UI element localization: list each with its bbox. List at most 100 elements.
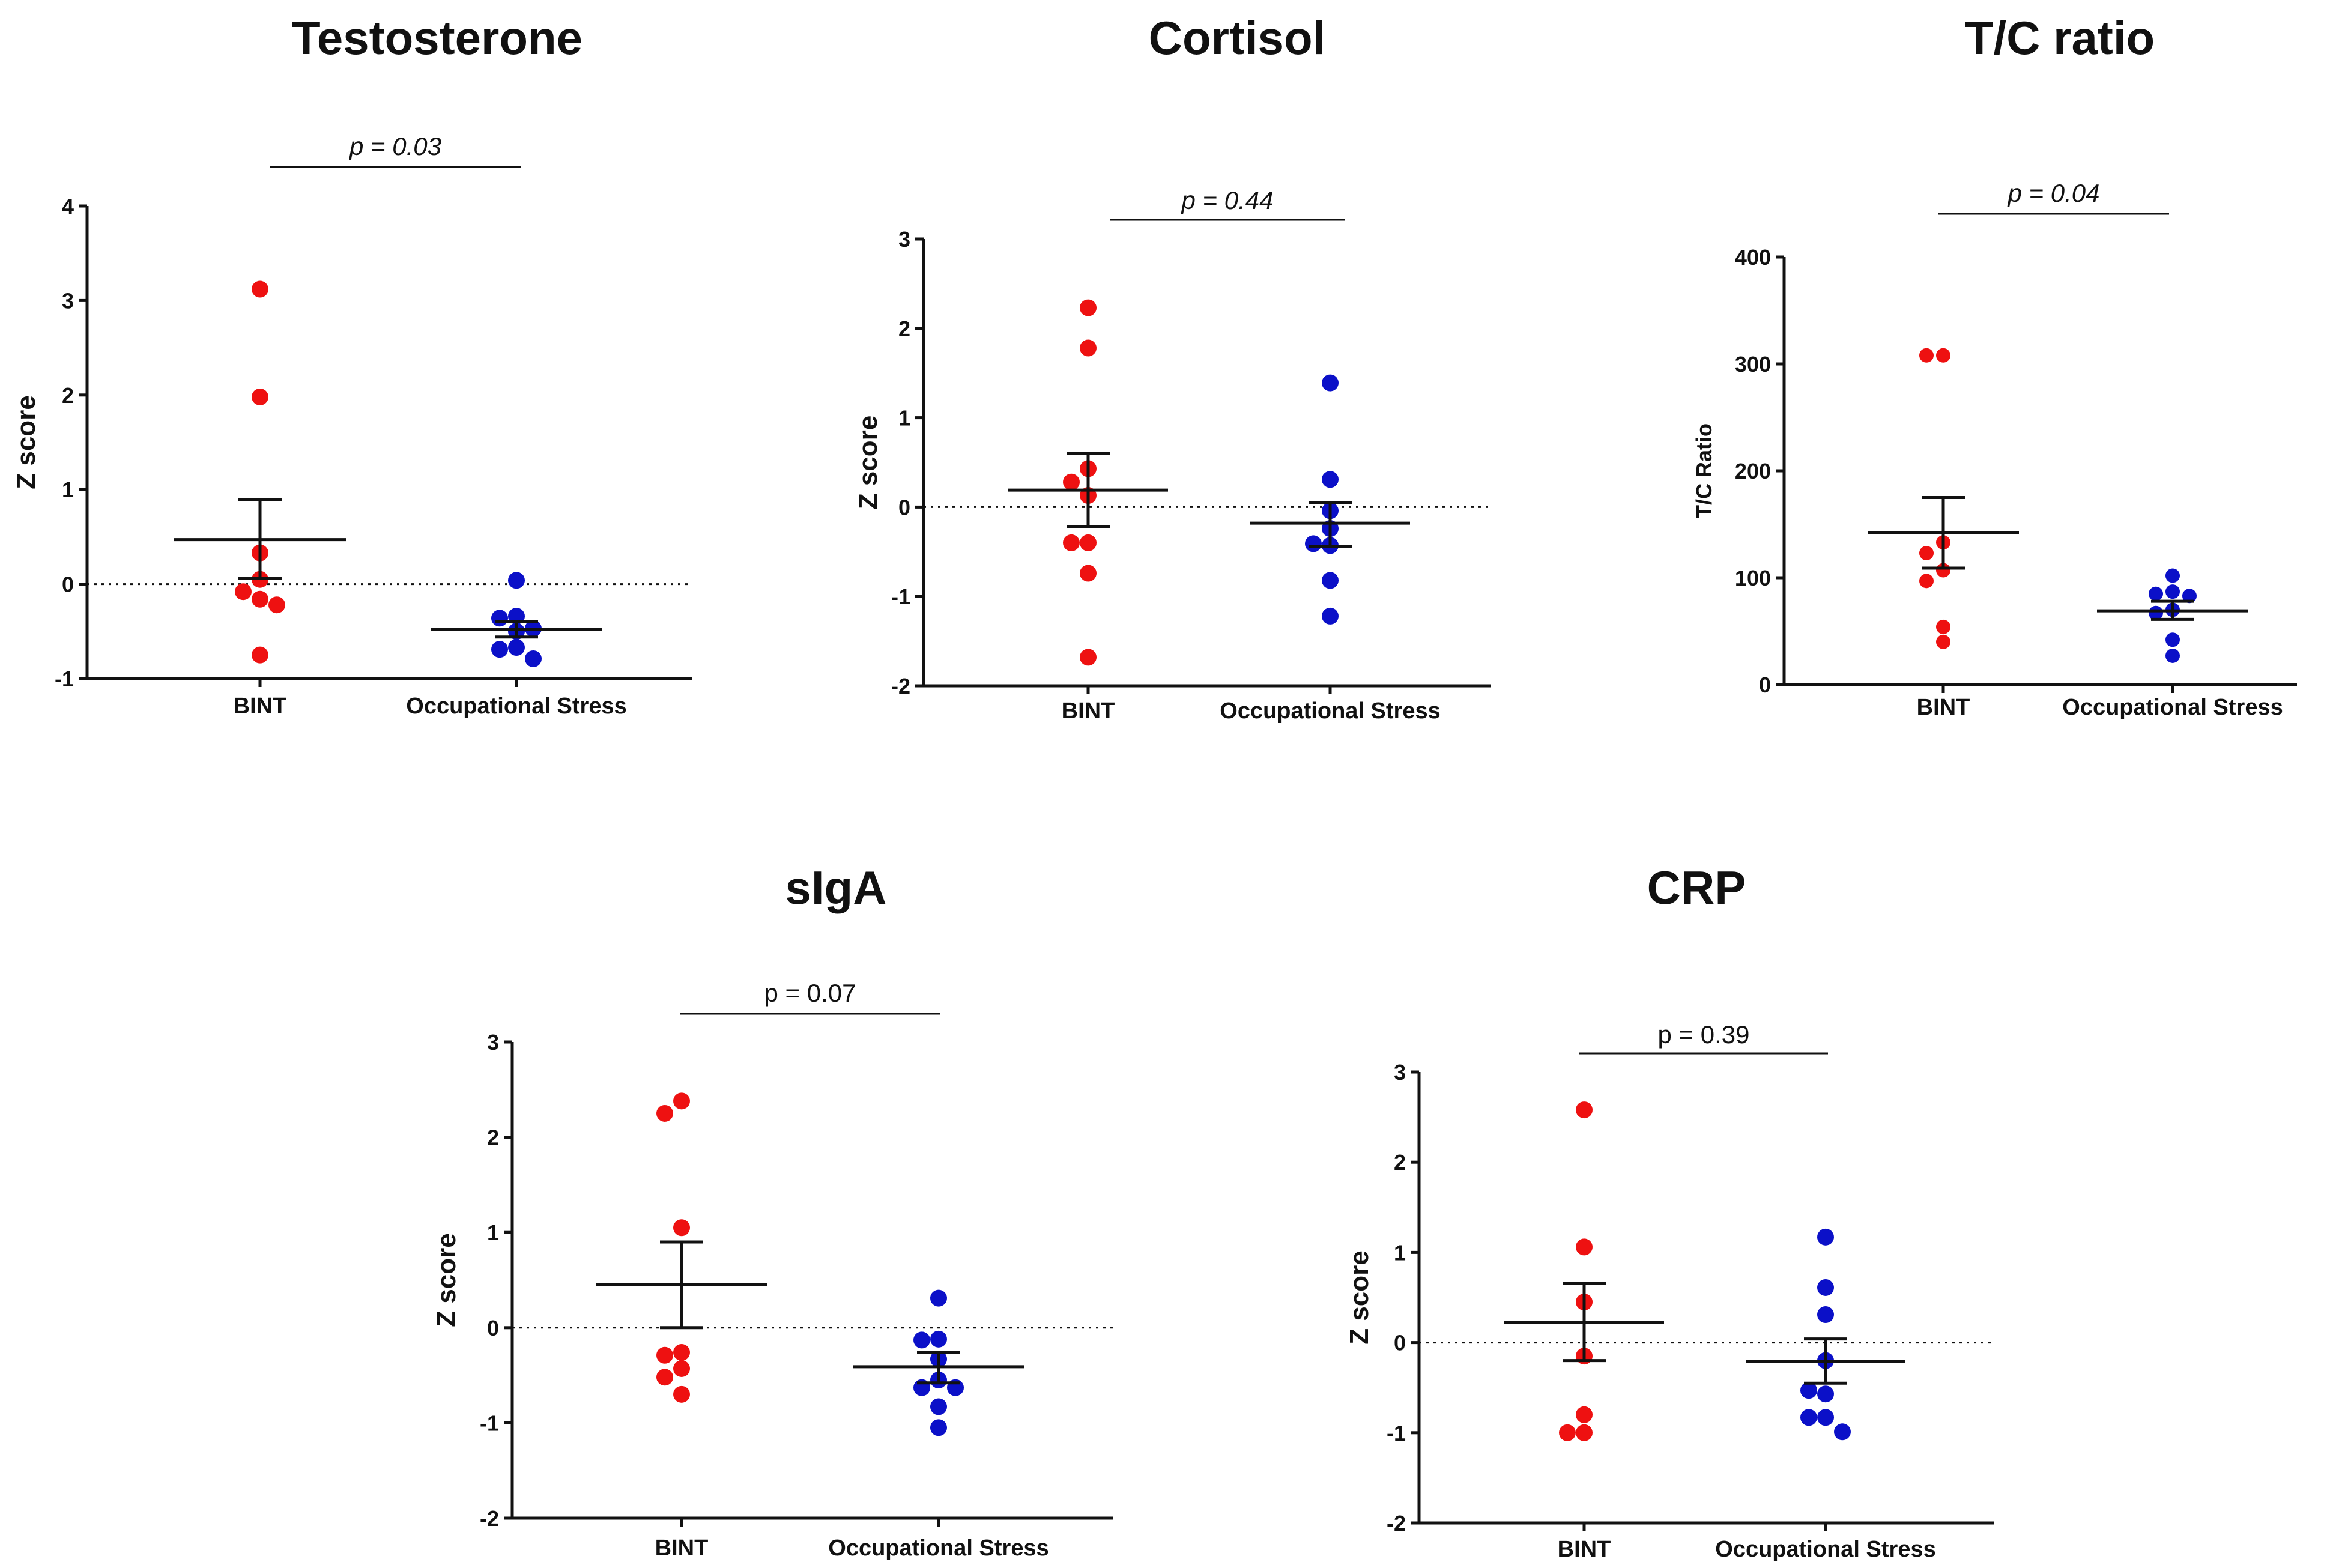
data-point — [1817, 1409, 1834, 1426]
y-tick-label: 1 — [487, 1220, 499, 1245]
chart-tc-ratio: T/C ratio p = 0.04 400 300 200 100 0 T/C Ratio B… — [1692, 11, 2297, 720]
chart-title: T/C ratio — [1965, 11, 2155, 64]
data-point — [1936, 634, 1950, 649]
data-point — [1322, 471, 1339, 488]
series-bint — [596, 1092, 767, 1403]
x-category-label: BINT — [1917, 695, 1970, 720]
y-tick-label: 2 — [1394, 1150, 1406, 1175]
y-tick-label: -1 — [55, 667, 74, 691]
y-tick-label: -1 — [480, 1411, 499, 1435]
data-point — [1305, 535, 1322, 552]
series-bint — [174, 280, 346, 664]
y-tick-label: -1 — [891, 584, 910, 609]
data-point — [930, 1419, 947, 1436]
data-point — [1576, 1424, 1593, 1441]
data-point — [268, 596, 285, 614]
y-tick-label: 2 — [898, 316, 910, 341]
y-tick-label: 2 — [487, 1125, 499, 1150]
y-tick-label: 400 — [1735, 245, 1771, 270]
x-category-label: Occupational Stress — [2062, 695, 2283, 720]
data-point — [491, 641, 508, 658]
data-point — [1080, 565, 1097, 582]
chart-title: Testosterone — [292, 11, 582, 64]
data-point — [1817, 1279, 1834, 1296]
data-point — [913, 1331, 930, 1349]
x-category-label: Occupational Stress — [828, 1536, 1048, 1561]
x-category-label: Occupational Stress — [1715, 1537, 1935, 1562]
data-point — [2165, 584, 2180, 599]
data-point — [1322, 607, 1339, 625]
data-point — [656, 1369, 673, 1386]
chart-title: CRP — [1647, 861, 1746, 914]
y-tick-label: 0 — [487, 1316, 499, 1340]
y-axis-label: Z score — [853, 416, 883, 510]
data-point — [1817, 1228, 1834, 1246]
data-point — [252, 646, 268, 664]
data-point — [1936, 348, 1950, 363]
y-axis-label: Z score — [432, 1233, 461, 1327]
series-occupational-stress — [1250, 374, 1410, 625]
data-point — [252, 388, 268, 405]
p-value-label: p = 0.44 — [1181, 186, 1274, 214]
y-tick-label: 0 — [898, 495, 910, 519]
y-tick-label: -2 — [891, 674, 910, 698]
data-point — [2165, 632, 2180, 647]
data-point — [1322, 572, 1339, 589]
series-bint — [1868, 348, 2019, 649]
data-point — [525, 650, 542, 667]
chart-cortisol: Cortisol p = 0.44 3 2 1 0 -1 -2 Z score BINT Occup… — [853, 11, 1491, 724]
chart-title: Cortisol — [1149, 11, 1326, 64]
chart-siga: sIgA p = 0.07 3 2 1 0 -1 -2 Z score BINT Occupatio… — [432, 861, 1113, 1561]
y-tick-label: 3 — [1394, 1060, 1406, 1085]
y-tick-label: 2 — [62, 383, 74, 408]
data-point — [1936, 619, 1950, 634]
data-point — [2165, 648, 2180, 663]
y-tick-label: 200 — [1735, 459, 1771, 483]
data-point — [1919, 574, 1934, 589]
y-tick-label: 1 — [1394, 1240, 1406, 1265]
data-point — [1080, 534, 1097, 551]
y-axis-label: T/C Ratio — [1692, 423, 1716, 518]
data-point — [1919, 348, 1934, 363]
y-tick-label: 0 — [62, 572, 74, 597]
data-point — [930, 1289, 947, 1307]
y-tick-label: 300 — [1735, 352, 1771, 377]
y-tick-label: 3 — [898, 227, 910, 252]
series-bint — [1008, 299, 1168, 666]
data-point — [673, 1385, 690, 1403]
data-point — [491, 610, 508, 627]
chart-testosterone: Testosterone p = 0.03 4 3 2 1 0 -1 Z score BINT Oc… — [11, 11, 692, 719]
y-axis-label: Z score — [11, 395, 41, 489]
y-tick-label: 1 — [898, 406, 910, 431]
y-tick-label: 0 — [1394, 1331, 1406, 1355]
data-point — [1063, 534, 1080, 551]
x-category-label: BINT — [234, 694, 287, 719]
y-tick-label: 100 — [1735, 566, 1771, 590]
data-point — [1834, 1423, 1851, 1441]
y-tick-label: -2 — [1387, 1511, 1406, 1536]
data-point — [673, 1360, 690, 1377]
series-occupational-stress — [853, 1289, 1024, 1436]
data-point — [2149, 586, 2163, 601]
data-point — [508, 572, 525, 589]
y-axis-label: Z score — [1345, 1250, 1374, 1345]
y-tick-label: 0 — [1759, 673, 1771, 697]
data-point — [656, 1104, 673, 1122]
series-bint — [1504, 1101, 1664, 1441]
data-point — [1559, 1424, 1576, 1441]
series-occupational-stress — [1746, 1228, 1905, 1441]
series-occupational-stress — [431, 572, 602, 667]
data-point — [1576, 1406, 1593, 1423]
data-point — [1080, 339, 1097, 357]
x-category-label: Occupational Stress — [406, 694, 626, 719]
data-point — [1800, 1409, 1817, 1426]
data-point — [508, 639, 525, 656]
data-point — [1800, 1382, 1817, 1399]
x-category-label: Occupational Stress — [1220, 698, 1440, 724]
chart-crp: CRP p = 0.39 3 2 1 0 -1 -2 Z score BINT Occupation… — [1345, 861, 1994, 1562]
data-point — [1322, 374, 1339, 392]
y-tick-label: 4 — [62, 194, 74, 219]
x-category-label: BINT — [1062, 698, 1115, 724]
data-point — [1080, 649, 1097, 666]
